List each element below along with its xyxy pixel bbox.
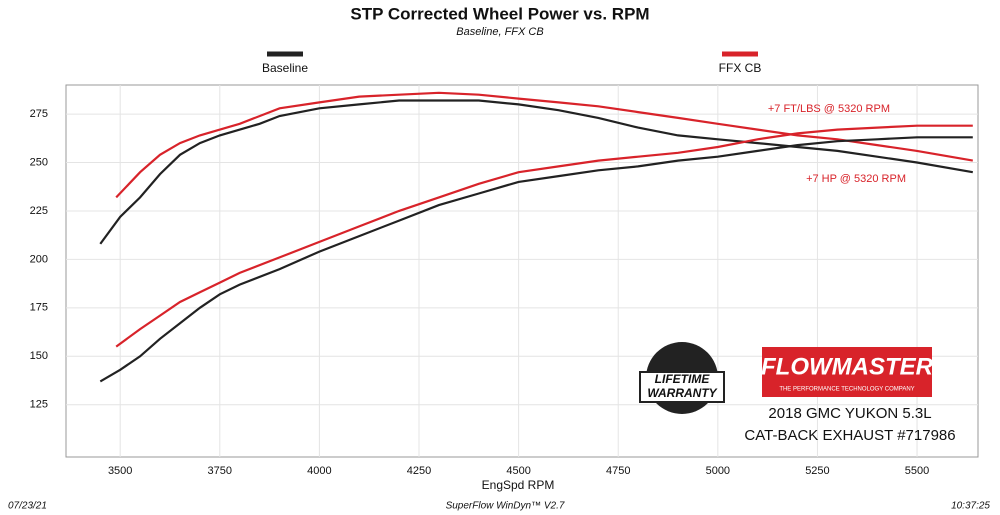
y-tick-label: 175 [30, 302, 48, 314]
legend-label: FFX CB [719, 61, 762, 75]
footer-software: SuperFlow WinDyn™ V2.7 [446, 501, 565, 512]
y-tick-label: 225 [30, 205, 48, 217]
series-line [115, 124, 973, 348]
x-tick-label: 4000 [307, 465, 331, 477]
footer-time: 10:37:25 [951, 501, 990, 512]
annotation: +7 FT/LBS @ 5320 RPM [768, 103, 890, 115]
y-tick-label: 150 [30, 350, 48, 362]
chart-subtitle: Baseline, FFX CB [456, 26, 543, 38]
x-tick-label: 3500 [108, 465, 132, 477]
badge-text: WARRANTY [647, 386, 717, 400]
x-tick-label: 4750 [606, 465, 630, 477]
vehicle-line: 2018 GMC YUKON 5.3L [768, 405, 931, 422]
x-tick-label: 3750 [208, 465, 232, 477]
legend-label: Baseline [262, 61, 308, 75]
badge-text: LIFETIME [655, 372, 711, 386]
flowmaster-logo: FLOWMASTER THE PERFORMANCE TECHNOLOGY CO… [761, 347, 934, 397]
series-line [99, 136, 973, 383]
tagline: THE PERFORMANCE TECHNOLOGY COMPANY [779, 387, 914, 393]
footer-date: 07/23/21 [8, 501, 47, 512]
x-tick-label: 5000 [706, 465, 730, 477]
y-tick-label: 250 [30, 156, 48, 168]
x-tick-label: 4250 [407, 465, 431, 477]
x-tick-label: 5250 [805, 465, 829, 477]
brand: FLOWMASTER [761, 353, 934, 380]
y-tick-label: 200 [30, 253, 48, 265]
warranty-badge: LIFETIME WARRANTY [639, 342, 725, 414]
x-tick-label: 5500 [905, 465, 929, 477]
annotation: +7 HP @ 5320 RPM [806, 173, 906, 185]
y-tick-label: 275 [30, 108, 48, 120]
chart-title: STP Corrected Wheel Power vs. RPM [350, 4, 649, 23]
series-line [115, 91, 973, 199]
y-tick-label: 125 [30, 399, 48, 411]
vehicle-line: CAT-BACK EXHAUST #717986 [744, 427, 955, 444]
x-axis-label: EngSpd RPM [482, 478, 555, 492]
x-tick-label: 4500 [506, 465, 530, 477]
